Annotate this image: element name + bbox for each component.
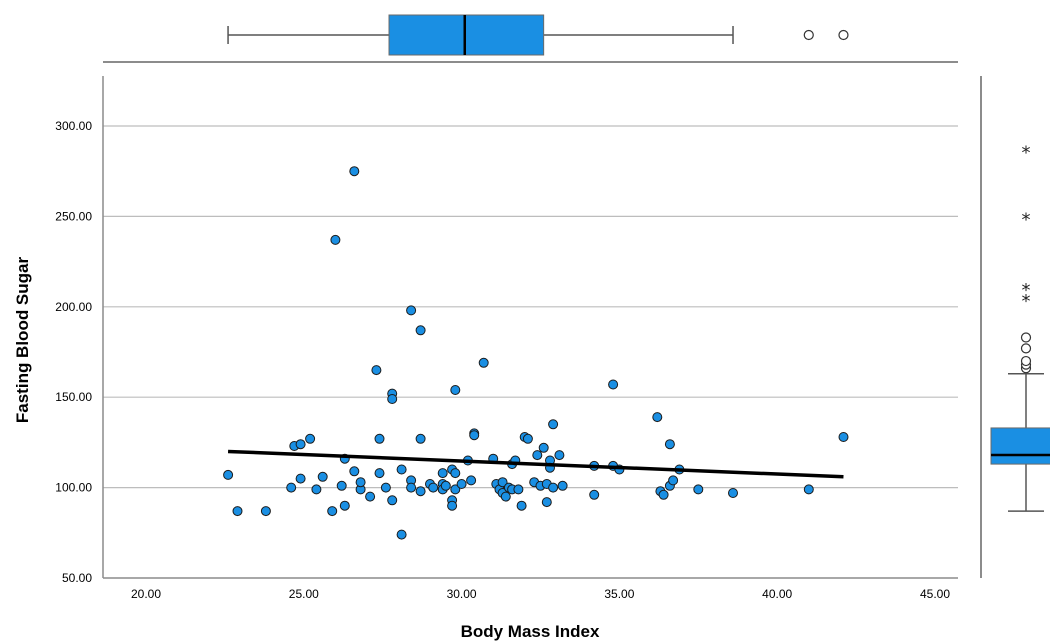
outlier-point xyxy=(803,29,814,41)
y-boxplot: **** xyxy=(990,143,1050,512)
extreme-point: * xyxy=(1022,209,1031,230)
extreme-point: * xyxy=(1022,280,1031,301)
data-point xyxy=(260,506,271,517)
data-point xyxy=(371,365,382,376)
x-tick-label: 35.00 xyxy=(604,587,634,601)
data-point xyxy=(500,491,511,502)
data-point xyxy=(693,484,704,495)
data-points xyxy=(223,166,849,540)
data-point xyxy=(396,464,407,475)
data-point xyxy=(355,477,366,488)
data-point xyxy=(538,442,549,453)
x-tick-label: 40.00 xyxy=(762,587,792,601)
x-tick-label: 45.00 xyxy=(920,587,950,601)
data-point xyxy=(232,506,243,517)
data-point xyxy=(380,482,391,493)
grid-lines xyxy=(103,125,958,489)
data-point xyxy=(415,325,426,336)
data-point xyxy=(327,506,338,517)
data-point xyxy=(387,495,398,506)
y-tick-labels: 50.00 100.00 150.00 200.00 250.00 300.00 xyxy=(55,119,92,585)
data-point xyxy=(589,489,600,500)
y-tick-label: 150.00 xyxy=(55,390,92,404)
data-point xyxy=(532,450,543,461)
data-point xyxy=(387,394,398,404)
data-point xyxy=(223,469,234,480)
data-point xyxy=(658,489,669,500)
y-tick-label: 250.00 xyxy=(55,209,92,223)
data-point xyxy=(286,482,297,493)
data-point xyxy=(608,379,619,390)
data-point xyxy=(415,486,426,497)
data-point xyxy=(652,412,663,423)
data-point xyxy=(349,466,360,477)
data-point xyxy=(497,477,508,488)
data-point xyxy=(330,234,341,245)
x-axis-title: Body Mass Index xyxy=(461,622,600,641)
outlier-point xyxy=(1020,343,1032,354)
data-point xyxy=(664,439,675,450)
data-point xyxy=(450,484,461,495)
data-point xyxy=(374,433,385,444)
y-tick-label: 200.00 xyxy=(55,300,92,314)
box xyxy=(388,14,545,56)
box xyxy=(990,427,1050,465)
data-point xyxy=(374,468,385,479)
data-point xyxy=(469,430,480,441)
data-point xyxy=(447,500,458,511)
data-point xyxy=(548,482,559,493)
data-point xyxy=(668,475,679,486)
data-point xyxy=(478,357,489,368)
data-point xyxy=(522,433,533,444)
data-point xyxy=(554,450,565,461)
data-point xyxy=(456,479,467,489)
data-point xyxy=(349,166,360,177)
x-boxplot xyxy=(227,14,849,56)
data-point xyxy=(339,500,350,511)
extreme-point: * xyxy=(1022,143,1031,164)
data-point xyxy=(396,529,407,540)
x-tick-label: 20.00 xyxy=(131,587,161,601)
data-point xyxy=(428,482,439,493)
data-point xyxy=(541,497,552,508)
data-point xyxy=(516,500,527,511)
data-point xyxy=(295,439,306,450)
x-tick-label: 25.00 xyxy=(289,587,319,601)
data-point xyxy=(450,468,461,479)
data-point xyxy=(450,385,461,395)
data-point xyxy=(437,468,448,479)
y-axis-title: Fasting Blood Sugar xyxy=(13,257,32,424)
y-tick-label: 100.00 xyxy=(55,481,92,495)
data-point xyxy=(548,419,559,430)
y-tick-label: 50.00 xyxy=(62,571,92,585)
data-point xyxy=(466,475,477,486)
data-point xyxy=(557,480,568,491)
data-point xyxy=(415,433,426,444)
data-point xyxy=(728,488,738,498)
data-point xyxy=(406,482,417,493)
data-point xyxy=(295,473,306,484)
data-point xyxy=(311,484,322,495)
extreme-point: * xyxy=(1022,291,1031,312)
y-tick-label: 300.00 xyxy=(55,119,92,133)
data-point xyxy=(803,484,814,495)
data-point xyxy=(440,480,451,491)
data-point xyxy=(365,491,376,502)
fit-line xyxy=(227,449,844,479)
outlier-point xyxy=(838,29,849,41)
x-tick-label: 30.00 xyxy=(447,587,477,601)
data-point xyxy=(305,433,316,444)
data-point xyxy=(513,484,524,495)
outlier-point xyxy=(1020,355,1032,367)
data-point xyxy=(838,432,849,442)
x-tick-labels: 20.00 25.00 30.00 35.00 40.00 45.00 xyxy=(131,587,950,601)
data-point xyxy=(336,480,347,491)
outlier-point xyxy=(1020,332,1032,343)
data-point xyxy=(317,471,328,482)
data-point xyxy=(406,305,417,316)
